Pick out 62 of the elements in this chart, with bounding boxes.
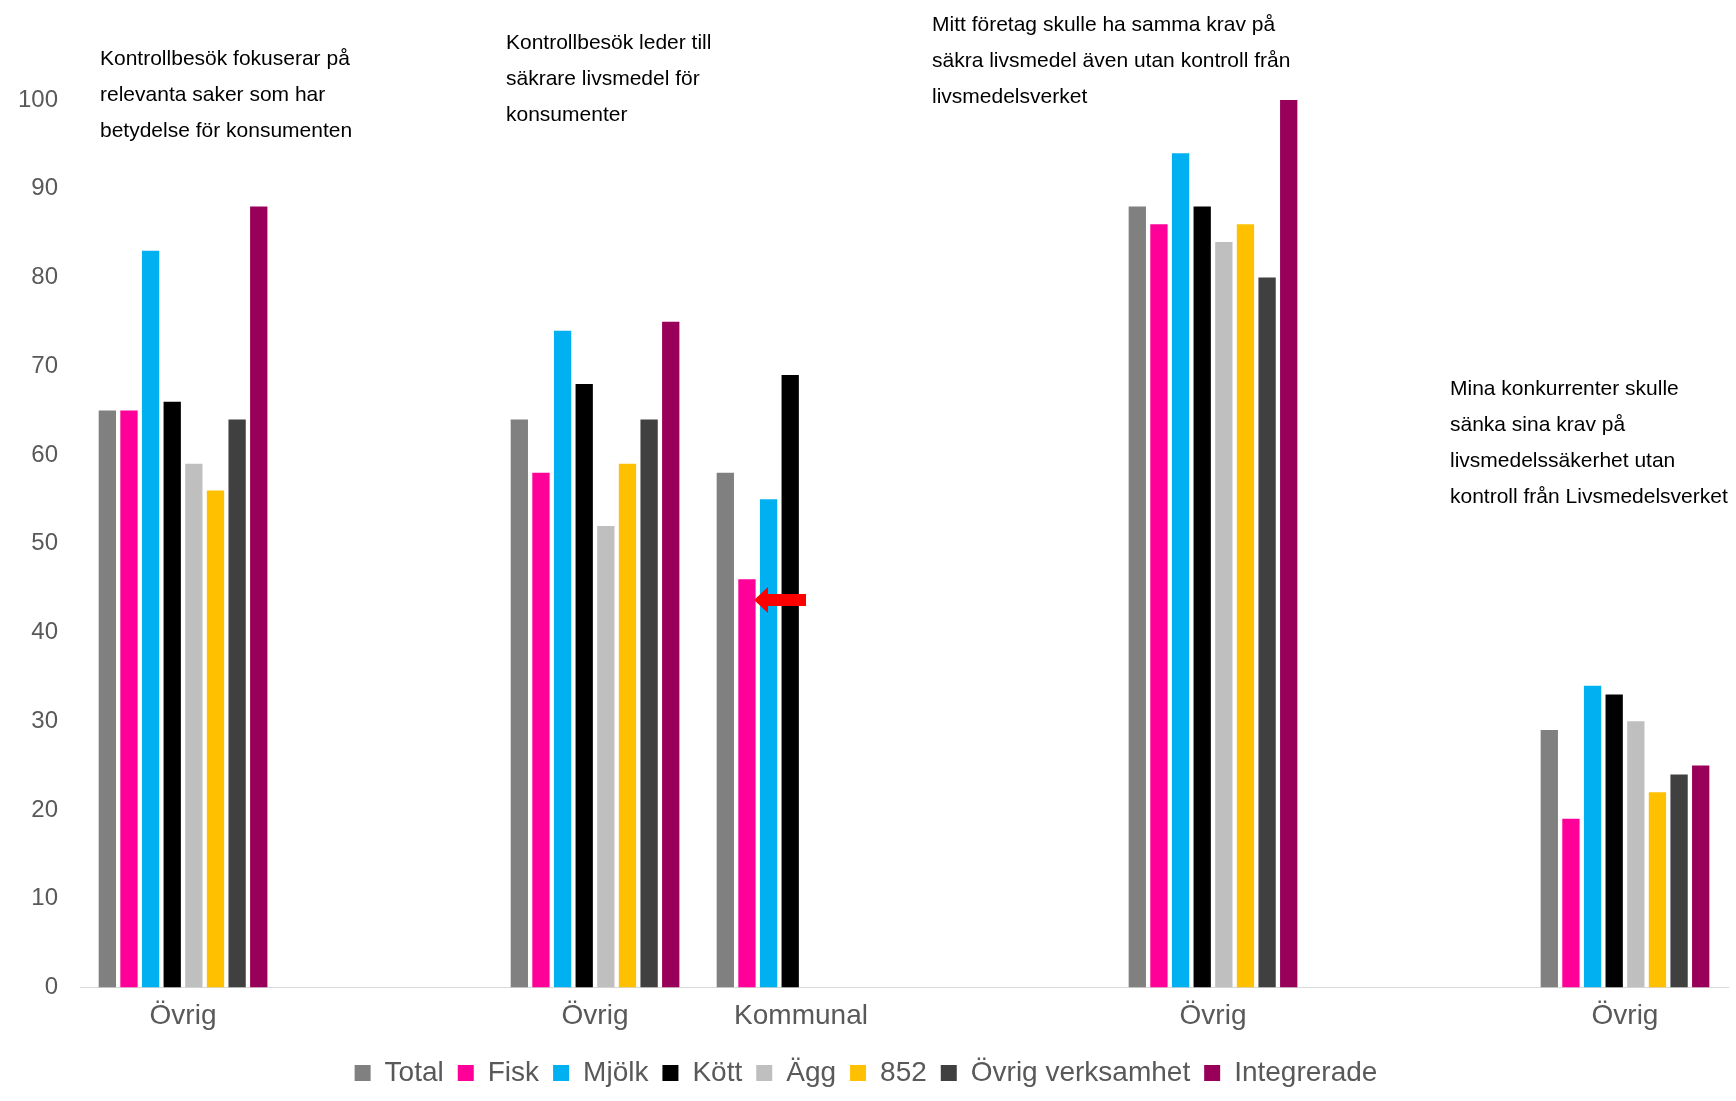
bar: [510, 419, 528, 988]
x-tick-label: Övrig: [1591, 998, 1659, 1030]
bar: [662, 321, 680, 988]
bar: [1236, 224, 1255, 988]
legend-label: Total: [384, 1055, 444, 1087]
bar: [575, 383, 593, 988]
legend-label: Övrig verksamhet: [970, 1055, 1191, 1087]
y-tick-label: 90: [31, 173, 59, 201]
y-tick-label: 100: [18, 84, 59, 112]
bar: [98, 410, 116, 988]
bar: [1193, 206, 1211, 988]
bar: [1670, 774, 1688, 988]
bar: [1171, 153, 1190, 988]
bar: [1648, 792, 1667, 988]
annotation: Mina konkurrenter skulle sänka sina krav på livsmedelssäkerhet utan kontroll från Livsmedelsverket: [1450, 375, 1729, 509]
y-tick-label: 60: [31, 439, 59, 467]
y-tick-label: 10: [31, 883, 59, 911]
bar: [228, 419, 246, 988]
bar: [532, 472, 550, 988]
annotation: Kontrollbesök fokuserar på relevanta saker som har betydelse för konsumenten: [100, 45, 354, 143]
annotation: Mitt företag skulle ha samma krav på säkra livsmedel även utan kontroll från livsmedelsverket: [932, 11, 1292, 109]
y-tick-label: 20: [31, 794, 59, 822]
bar: [1150, 224, 1168, 988]
annotation: Kontrollbesök leder till säkrare livsmedel för konsumenter: [506, 29, 713, 127]
bar: [206, 490, 225, 988]
legend-label: Ägg: [786, 1055, 837, 1087]
bar: [1605, 694, 1623, 988]
bar: [1128, 206, 1146, 988]
bar: [1583, 685, 1602, 988]
y-tick-label: 40: [31, 617, 59, 645]
bar: [1627, 721, 1645, 988]
legend-label: Kött: [692, 1055, 743, 1087]
bar: [597, 525, 615, 988]
y-tick-label: 80: [31, 262, 59, 290]
legend-label: Mjölk: [583, 1055, 650, 1087]
legend-label: Fisk: [487, 1055, 541, 1087]
bar: [1215, 241, 1233, 988]
bar: [640, 419, 658, 988]
bar: [163, 401, 181, 988]
bar: [1280, 100, 1298, 988]
legend-label: Integrerade: [1234, 1055, 1378, 1087]
legend-label: 852: [880, 1055, 927, 1087]
bar: [1562, 818, 1580, 988]
bar: [1258, 277, 1276, 988]
x-tick-label: Övrig: [149, 998, 217, 1030]
bar: [716, 472, 734, 988]
bar: [120, 410, 138, 988]
y-tick-label: 70: [31, 350, 59, 378]
bar: [738, 579, 756, 988]
bar: [1540, 730, 1558, 988]
y-tick-label: 0: [44, 972, 59, 1000]
bar: [141, 250, 160, 988]
x-tick-label: Övrig: [561, 998, 629, 1030]
x-tick-label: Kommunal: [734, 998, 868, 1030]
y-tick-label: 30: [31, 705, 59, 733]
y-tick-label: 50: [31, 528, 59, 556]
bar: [1692, 765, 1710, 988]
x-tick-label: Övrig: [1179, 998, 1247, 1030]
bar: [250, 206, 268, 988]
bar: [185, 463, 203, 988]
bar: [553, 330, 572, 988]
bar: [618, 463, 637, 988]
